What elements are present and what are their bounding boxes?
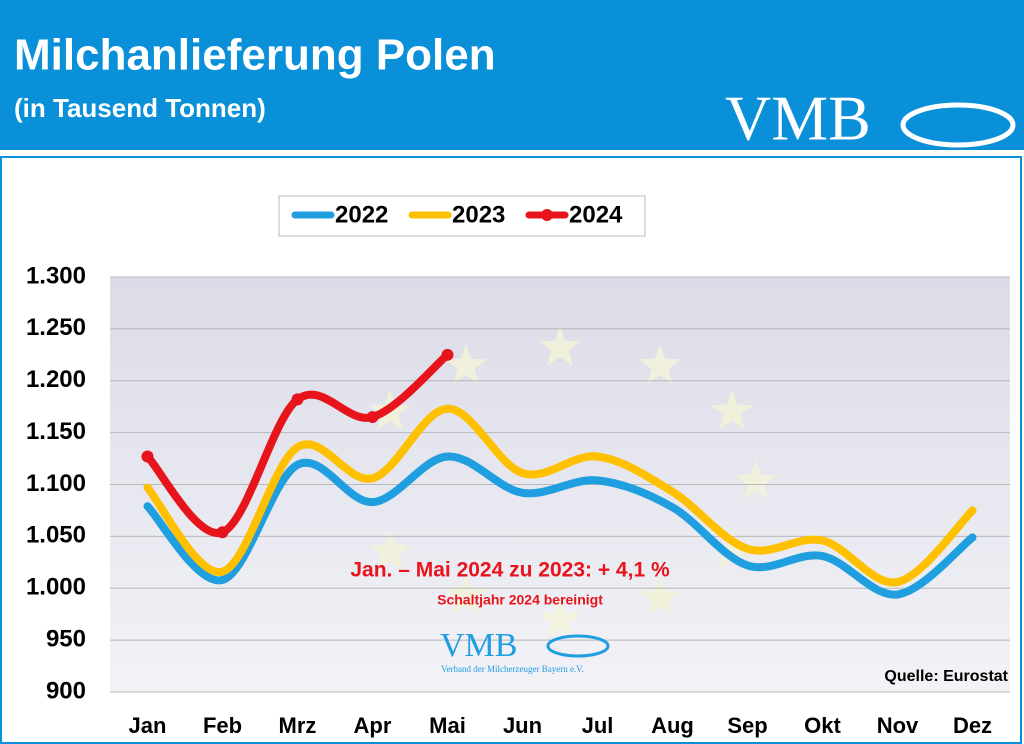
legend-label: 2022	[335, 201, 388, 228]
y-tick-label: 1.100	[26, 470, 86, 497]
y-tick-label: 1.150	[26, 418, 86, 445]
y-tick-label: 900	[46, 677, 86, 704]
y-tick-label: 1.300	[26, 262, 86, 289]
legend-label: 2023	[452, 201, 505, 228]
x-tick-label: Nov	[877, 713, 919, 738]
y-tick-label: 1.250	[26, 314, 86, 341]
y-tick-label: 950	[46, 625, 86, 652]
x-tick-label: Jul	[582, 713, 614, 738]
star	[445, 344, 487, 384]
eu-stars	[369, 326, 777, 638]
x-tick-label: Feb	[203, 713, 242, 738]
x-tick-label: Dez	[953, 713, 992, 738]
point	[141, 450, 154, 463]
x-tick-label: Apr	[354, 713, 392, 738]
legend-box	[278, 195, 646, 237]
x-tick-label: Jan	[129, 713, 167, 738]
series-line	[143, 452, 977, 599]
y-tick-label: 1.000	[26, 574, 86, 601]
watermark-logo: VMB	[440, 627, 517, 664]
logo: VMB	[725, 83, 871, 154]
x-tick-label: Aug	[651, 713, 694, 738]
header-bar	[0, 0, 1024, 150]
annotation-note: Schaltjahr 2024 bereinigt	[437, 592, 603, 608]
point	[441, 348, 454, 361]
y-tick-label: 1.200	[26, 366, 86, 393]
star	[735, 460, 777, 500]
x-tick-label: Sep	[727, 713, 767, 738]
annotation: Jan. – Mai 2024 zu 2023: + 4,1 %	[350, 559, 670, 582]
point	[366, 411, 379, 424]
legend-label: 2024	[569, 201, 623, 228]
star	[539, 326, 581, 366]
watermark-icon	[546, 634, 610, 658]
x-tick-label: Mrz	[279, 713, 317, 738]
star	[539, 598, 581, 638]
logo-icon	[900, 102, 1016, 148]
x-tick-label: Okt	[804, 713, 841, 738]
star	[639, 344, 681, 384]
subtitle: (in Tausend Tonnen)	[14, 93, 266, 123]
watermark-tagline: Verband der Milcherzeuger Bayern e.V.	[441, 664, 584, 674]
x-tick-label: Mai	[429, 713, 466, 738]
star	[369, 530, 411, 570]
point	[216, 526, 229, 539]
title: Milchanlieferung Polen	[14, 31, 496, 80]
star	[639, 576, 681, 616]
star	[711, 530, 753, 570]
y-tick-label: 1.050	[26, 522, 86, 549]
legend-marker	[541, 209, 553, 221]
star	[445, 574, 487, 614]
source: Quelle: Eurostat	[884, 668, 1008, 685]
frame	[0, 156, 1022, 744]
point	[291, 393, 304, 406]
x-tick-label: Jun	[503, 713, 542, 738]
series-line	[143, 404, 977, 587]
star	[711, 390, 753, 430]
